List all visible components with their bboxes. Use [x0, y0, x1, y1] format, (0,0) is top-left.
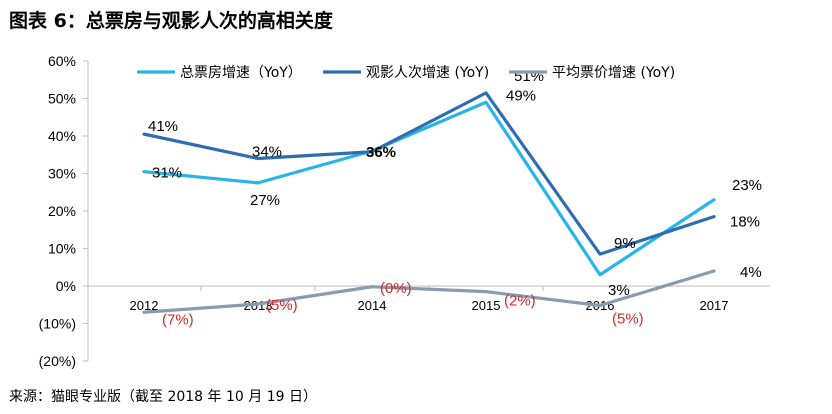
- series-line-1: [142, 91, 716, 256]
- chart-legend: 总票房增速（YoY） 观影人次增速 (YoY) 平均票价增速 (YoY): [137, 65, 675, 81]
- y-tick-label: 30%: [48, 166, 76, 182]
- x-tick-label: 2015: [472, 298, 501, 313]
- data-label: 49%: [506, 87, 536, 104]
- legend-label: 平均票价增速 (YoY): [552, 65, 675, 81]
- data-label: 34%: [252, 144, 282, 161]
- data-label: (5%): [612, 311, 644, 328]
- y-tick-label: 60%: [48, 53, 76, 69]
- data-label: 27%: [250, 192, 280, 209]
- data-label: (0%): [380, 280, 412, 297]
- series-line-2: [142, 269, 716, 314]
- data-label: (5%): [266, 297, 298, 314]
- series-line-0: [142, 100, 716, 277]
- y-tick-label: 40%: [48, 128, 76, 144]
- y-tick-label: 50%: [48, 91, 76, 107]
- data-label: 4%: [740, 264, 762, 281]
- data-label: 31%: [152, 165, 182, 182]
- data-label: 23%: [732, 177, 762, 194]
- data-label: 41%: [148, 118, 178, 135]
- legend-label: 总票房增速（YoY）: [180, 65, 302, 81]
- x-tick-label: 2017: [700, 298, 729, 313]
- y-tick-label: 0%: [56, 278, 76, 294]
- y-tick-label: 10%: [48, 241, 76, 257]
- source-note: 来源：猫眼专业版（截至 2018 年 10 月 19 日）: [9, 389, 317, 405]
- chart-title: 图表 6：总票房与观影人次的高相关度: [9, 10, 333, 32]
- data-label: 9%: [614, 235, 636, 252]
- data-label: 36%: [366, 144, 396, 161]
- chart-axes: 60%50%40%30%20%10%0%(10%)(20%)2012 2013 20…: [39, 53, 770, 369]
- x-tick-label: 2014: [358, 298, 387, 313]
- y-tick-label: (20%): [39, 353, 76, 369]
- data-label: 18%: [730, 214, 760, 231]
- series-lines: [142, 91, 716, 314]
- data-label: (7%): [162, 311, 194, 328]
- x-tick-label: 2012: [130, 298, 159, 313]
- y-tick-label: 20%: [48, 203, 76, 219]
- data-label: (2%): [504, 293, 536, 310]
- data-label: 3%: [608, 282, 630, 299]
- y-tick-label: (10%): [39, 316, 76, 332]
- legend-label: 观影人次增速 (YoY): [366, 65, 489, 81]
